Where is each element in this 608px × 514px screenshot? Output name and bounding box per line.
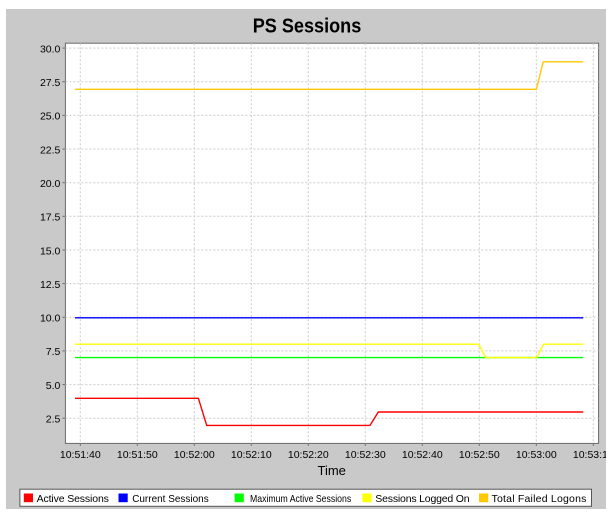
svg-text:12.5: 12.5 <box>40 279 61 291</box>
svg-text:15.0: 15.0 <box>40 245 61 257</box>
svg-text:10:51:40: 10:51:40 <box>60 449 101 461</box>
svg-text:10:53:00: 10:53:00 <box>516 449 557 461</box>
svg-text:30.0: 30.0 <box>40 43 61 55</box>
svg-text:27.5: 27.5 <box>40 77 61 89</box>
svg-text:10:52:40: 10:52:40 <box>402 449 443 461</box>
svg-text:10:52:50: 10:52:50 <box>459 449 500 461</box>
svg-text:5.0: 5.0 <box>46 380 61 392</box>
svg-text:10:52:20: 10:52:20 <box>288 449 329 461</box>
svg-text:PS Sessions: PS Sessions <box>253 16 362 38</box>
svg-text:10:52:10: 10:52:10 <box>231 449 272 461</box>
svg-text:10:52:00: 10:52:00 <box>174 449 215 461</box>
svg-text:22.5: 22.5 <box>40 144 61 156</box>
svg-text:10:52:30: 10:52:30 <box>345 449 386 461</box>
svg-text:Current Sessions: Current Sessions <box>132 493 209 505</box>
svg-text:2.5: 2.5 <box>46 414 61 426</box>
svg-text:Active Sessions: Active Sessions <box>37 493 109 505</box>
svg-text:17.5: 17.5 <box>40 212 61 224</box>
svg-text:Sessions Logged On: Sessions Logged On <box>375 493 469 505</box>
svg-text:7.5: 7.5 <box>46 346 61 358</box>
svg-text:10:53:10: 10:53:10 <box>573 449 606 461</box>
svg-text:20.0: 20.0 <box>40 178 61 190</box>
svg-text:25.0: 25.0 <box>40 111 61 123</box>
svg-text:Maximum Active Sessions: Maximum Active Sessions <box>250 493 351 505</box>
svg-text:10.0: 10.0 <box>40 313 61 325</box>
svg-text:10:51:50: 10:51:50 <box>117 449 158 461</box>
svg-text:Total Failed Logons: Total Failed Logons <box>492 493 587 505</box>
svg-text:Time: Time <box>317 463 345 478</box>
